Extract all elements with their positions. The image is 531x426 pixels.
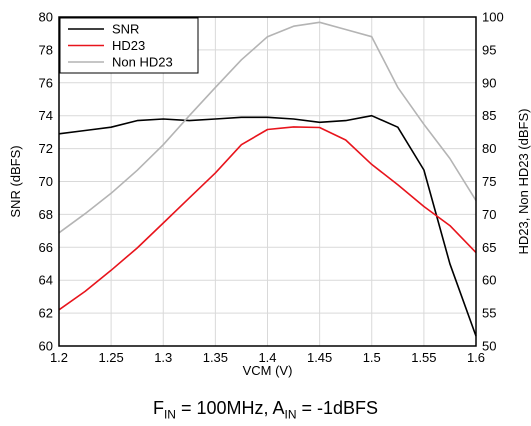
- x-tick-label: 1.5: [363, 350, 381, 365]
- y2-tick-label: 100: [482, 10, 504, 25]
- y-tick-label: 76: [39, 75, 53, 90]
- y-tick-label: 66: [39, 240, 53, 255]
- caption-a-rest: = -1dBFS: [296, 398, 379, 418]
- x-tick-label: 1.6: [467, 350, 485, 365]
- y2-tick-label: 60: [482, 273, 496, 288]
- y-tick-label: 80: [39, 10, 53, 25]
- y2-tick-label: 95: [482, 42, 496, 57]
- series-group: [58, 21, 477, 337]
- legend-label-snr: SNR: [112, 22, 139, 37]
- x-tick-labels: 1.2 1.25 1.3 1.35 1.4 1.45 1.5 1.55 1.6: [50, 350, 485, 365]
- y2-tick-label: 75: [482, 174, 496, 189]
- y2-tick-label: 65: [482, 240, 496, 255]
- y-tick-labels: 60 62 64 66 68 70 72 74 76 78 80: [39, 10, 53, 354]
- y2-tick-label: 85: [482, 108, 496, 123]
- caption-f-rest: = 100MHz, A: [175, 398, 285, 418]
- y2-tick-label: 90: [482, 75, 496, 90]
- series-line-hd23: [58, 126, 477, 311]
- plot-frame: [58, 16, 477, 347]
- legend-label-non-hd23: Non HD23: [112, 55, 173, 70]
- y2-tick-label: 80: [482, 141, 496, 156]
- y2-tick-label: 50: [482, 339, 496, 354]
- y2-tick-label: 55: [482, 306, 496, 321]
- x-tick-label: 1.35: [203, 350, 228, 365]
- x-tick-label: 1.2: [50, 350, 68, 365]
- y-tick-label: 64: [39, 273, 53, 288]
- x-axis-label: VCM (V): [243, 363, 293, 378]
- x-tick-label: 1.3: [154, 350, 172, 365]
- y2-tick-label: 70: [482, 207, 496, 222]
- x-tick-label: 1.45: [307, 350, 332, 365]
- x-tick-label: 1.4: [258, 350, 276, 365]
- x-tick-label: 1.55: [411, 350, 436, 365]
- y2-axis-label: HD23, Non HD23 (dBFS): [516, 109, 531, 255]
- series-line-snr: [58, 114, 477, 337]
- chart-caption: FIN = 100MHz, AIN = -1dBFS: [0, 398, 531, 422]
- y-axis-label: SNR (dBFS): [8, 145, 23, 217]
- y-tick-label: 74: [39, 108, 53, 123]
- grid-lines: [58, 16, 477, 347]
- y-tick-label: 62: [39, 306, 53, 321]
- y-tick-label: 70: [39, 174, 53, 189]
- caption-a-sub: IN: [284, 407, 297, 422]
- y-tick-label: 78: [39, 42, 53, 57]
- y-tick-label: 60: [39, 339, 53, 354]
- caption-f: F: [152, 398, 164, 418]
- series-line-non-hd23: [58, 21, 477, 234]
- y-tick-label: 72: [39, 141, 53, 156]
- legend-label-hd23: HD23: [112, 38, 145, 53]
- y2-tick-labels: 50 55 60 65 70 75 80 85 90 95 100: [482, 10, 504, 354]
- x-tick-label: 1.25: [98, 350, 123, 365]
- y-tick-label: 68: [39, 207, 53, 222]
- caption-f-sub: IN: [163, 407, 176, 422]
